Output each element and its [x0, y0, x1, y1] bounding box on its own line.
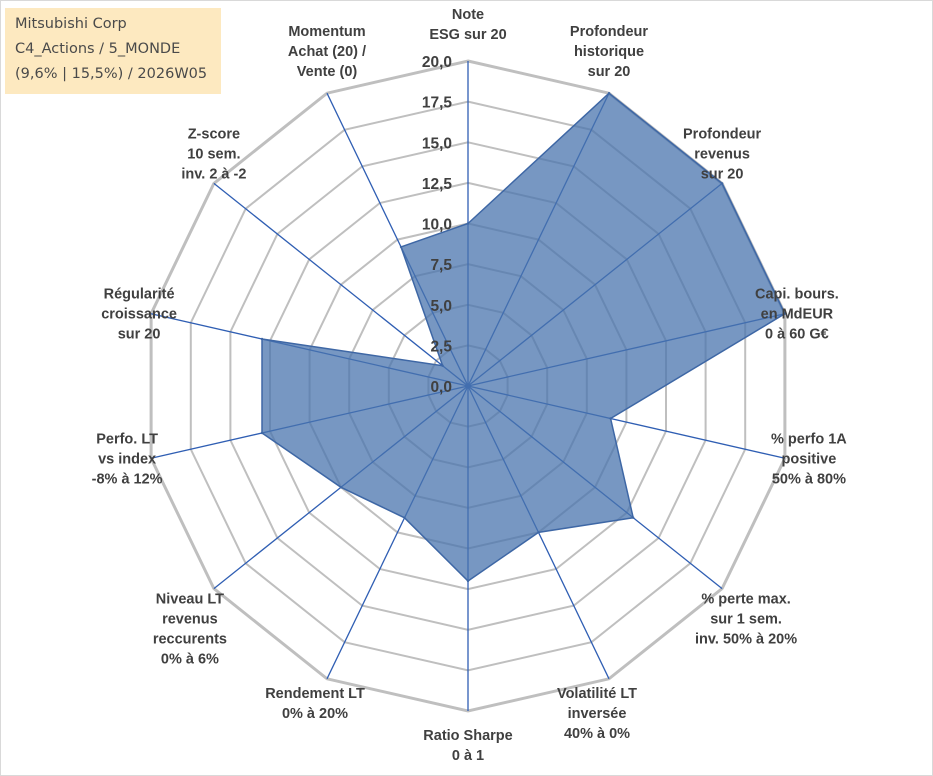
axis-label-line: Perfo. LT	[96, 431, 158, 447]
axis-label-line: positive	[782, 451, 837, 467]
data-point	[537, 531, 540, 534]
axis-label: Perfo. LT vs index -8% à 12%	[92, 431, 163, 487]
radial-tick-label: 0,0	[430, 379, 452, 396]
data-point	[607, 92, 611, 95]
data-point	[339, 486, 343, 489]
axis-label: Ratio Sharpe 0 à 1	[423, 728, 512, 764]
axis-label: Volatilité LT inversée 40% à 0%	[557, 686, 637, 742]
axis-label-line: 0 à 60 G€	[765, 327, 829, 343]
axis-label-line: Note	[452, 7, 484, 23]
axis-label-line: revenus	[694, 146, 750, 162]
radial-tick-label: 15,0	[422, 135, 452, 152]
axis-label-line: 0 à 1	[452, 748, 484, 764]
axis-label-line: reccurents	[153, 632, 227, 648]
axis-label: Rendement LT 0% à 20%	[265, 686, 365, 722]
axis-label-line: 50% à 80%	[772, 471, 846, 487]
axis-label-line: 0% à 20%	[282, 706, 348, 722]
axis-label: Profondeur revenus sur 20	[683, 126, 761, 182]
axis-label-line: inversée	[568, 706, 627, 722]
axis-spoke	[213, 182, 469, 387]
data-point	[720, 182, 724, 185]
axis-label: Régularité croissance sur 20	[101, 287, 177, 343]
data-point	[260, 431, 264, 435]
radial-tick-label: 2,5	[430, 338, 452, 355]
axis-label: Capi. bours. en MdEUR 0 à 60 G€	[755, 287, 839, 343]
radial-tick-label: 5,0	[430, 298, 452, 315]
axis-label-line: Profondeur	[570, 24, 648, 40]
radial-tick-label: 12,5	[422, 176, 453, 193]
axis-label-line: historique	[574, 44, 644, 60]
axis-label-line: inv. 2 à -2	[181, 166, 246, 182]
axis-label-line: Profondeur	[683, 126, 761, 142]
data-point	[466, 579, 470, 583]
performance-period: (9,6% | 15,5%) / 2026W05	[15, 66, 208, 82]
data-point	[399, 245, 403, 249]
data-point	[441, 364, 444, 367]
axis-label-line: Ratio Sharpe	[423, 728, 512, 744]
radial-tick-label: 17,5	[422, 95, 453, 112]
radial-tick-label: 7,5	[430, 257, 452, 274]
axis-label: Momentum Achat (20) / Vente (0)	[288, 24, 366, 80]
axis-label: Niveau LT revenus reccurents 0% à 6%	[153, 592, 227, 668]
data-point	[632, 516, 635, 519]
axis-label-line: -8% à 12%	[92, 471, 163, 487]
axis-label-line: % perfo 1A	[771, 431, 847, 447]
axis-label-line: Achat (20) /	[288, 44, 366, 60]
axis-label-line: sur 1 sem.	[710, 612, 782, 628]
axis-label: % perfo 1A positive 50% à 80%	[771, 431, 847, 487]
axis-label-line: ESG sur 20	[429, 27, 506, 43]
axis-label-line: Rendement LT	[265, 686, 365, 702]
axis-label-line: revenus	[162, 612, 218, 628]
axis-label-line: 40% à 0%	[564, 726, 630, 742]
radial-tick-label: 20,0	[422, 54, 452, 71]
data-point	[403, 516, 406, 519]
axis-label-line: Régularité	[104, 287, 175, 303]
axis-label: % perte max. sur 1 sem. inv. 50% à 20%	[695, 592, 797, 648]
axis-label-line: % perte max.	[701, 592, 790, 608]
axis-label-line: Z-score	[188, 126, 240, 142]
info-box: Mitsubishi Corp C4_Actions / 5_MONDE (9,…	[5, 8, 221, 94]
axis-label: Note ESG sur 20	[429, 7, 506, 43]
axis-label: Z-score 10 sem. inv. 2 à -2	[181, 126, 246, 182]
axis-label-line: en MdEUR	[761, 307, 834, 323]
axis-label-line: inv. 50% à 20%	[695, 632, 797, 648]
portfolio-category: C4_Actions / 5_MONDE	[15, 41, 181, 57]
radial-tick-label: 10,0	[422, 217, 452, 234]
axis-label-line: Momentum	[288, 24, 365, 40]
axis-label-line: sur 20	[118, 327, 161, 343]
axis-label-line: Volatilité LT	[557, 686, 637, 702]
axis-label-line: sur 20	[588, 64, 631, 80]
data-point	[466, 222, 470, 225]
series-layer	[260, 92, 787, 583]
axis-label-line: sur 20	[701, 166, 744, 182]
company-name: Mitsubishi Corp	[15, 16, 127, 32]
data-point	[260, 337, 264, 341]
label-layer: Note ESG sur 20 Profondeur historique sur 20…	[92, 7, 848, 764]
tick-layer: 0,0 2,5 5,0 7,5 10,0 12,5 15,0 17,5 20,0	[422, 54, 453, 396]
axis-label-line: 0% à 6%	[161, 652, 219, 668]
axis-label-line: croissance	[101, 307, 177, 323]
axis-label-line: 10 sem.	[187, 146, 240, 162]
axis-label-line: Vente (0)	[297, 64, 358, 80]
axis-label: Profondeur historique sur 20	[570, 24, 648, 80]
axis-label-line: Niveau LT	[156, 592, 224, 608]
axis-label-line: Capi. bours.	[755, 287, 839, 303]
axis-label-line: vs index	[98, 451, 156, 467]
data-point	[609, 417, 612, 420]
data-point	[783, 312, 787, 315]
